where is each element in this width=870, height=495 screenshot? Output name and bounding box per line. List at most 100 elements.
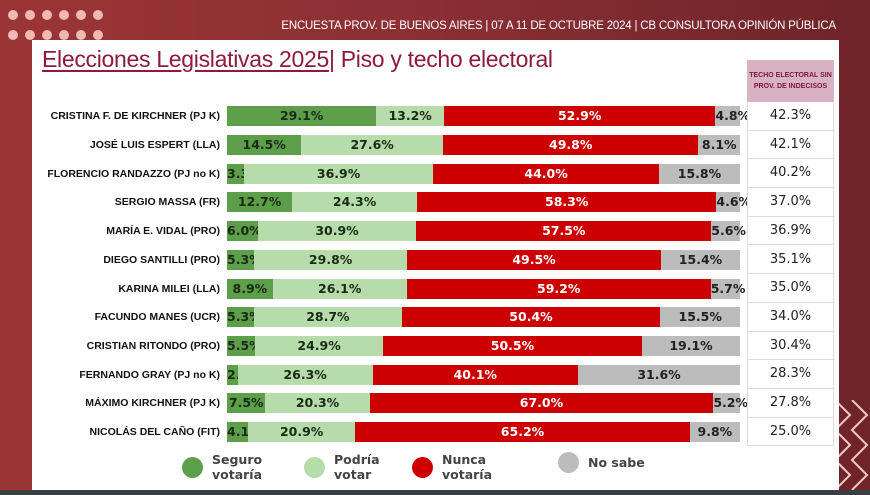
bar-segment-nunca-votaria: 49.5%	[407, 249, 661, 270]
techo-value-cell: 25.0%	[747, 417, 834, 447]
bar-segment-seguro-votaria: 12.7%	[227, 192, 293, 213]
legend-label: Nunca votaría	[442, 452, 493, 482]
bar-segment-nunca-votaria: 58.3%	[417, 192, 717, 213]
survey-subtitle: ENCUESTA PROV. DE BUENOS AIRES | 07 A 11…	[281, 20, 836, 32]
techo-value-cell: 35.1%	[747, 245, 834, 275]
decorative-dot	[59, 10, 69, 20]
bar-segment-nunca-votaria: 44.0%	[433, 163, 659, 184]
bar-segment-no-sabe: 15.4%	[660, 249, 740, 270]
bar-segment-podria-votar: 26.3%	[237, 364, 373, 385]
bar-segment-no-sabe: 31.6%	[578, 364, 740, 385]
techo-value-cell: 37.0%	[747, 188, 834, 217]
bar-segment-podria-votar: 24.9%	[255, 335, 383, 356]
bar-segment-nunca-votaria: 57.5%	[416, 221, 712, 242]
bar-segment-seguro-votaria: 4.1%	[227, 422, 262, 443]
row-label: NICOLÁS DEL CAÑO (FIT)	[89, 426, 220, 439]
bar-segment-nunca-votaria: 50.5%	[382, 335, 642, 356]
bar-segment-seguro-votaria: 7.5%	[227, 393, 266, 414]
page-title: Elecciones Legislativas 2025| Piso y tec…	[42, 46, 553, 73]
legend-swatch-nunca	[412, 456, 433, 478]
techo-value-cell: 28.3%	[747, 360, 834, 389]
legend-label: Seguro votaría	[212, 452, 263, 482]
row-label: FERNANDO GRAY (PJ no K)	[79, 368, 220, 381]
legend-swatch-podria	[304, 456, 325, 478]
bar-segment-seguro-votaria: 6.0%	[227, 221, 262, 242]
legend-item-nunca: Nunca votaría	[412, 452, 492, 482]
table-header: TECHO ELECTORAL SIN PROV. DE INDECISOS	[747, 60, 834, 102]
chart-legend: Seguro votaría Podría votar Nunca votarí…	[182, 452, 682, 488]
bar-segment-seguro-votaria: 8.9%	[227, 278, 273, 299]
bar-segment-no-sabe: 15.8%	[658, 163, 740, 184]
bar-segment-seguro-votaria: 14.5%	[227, 135, 302, 156]
bar-segment-nunca-votaria: 49.8%	[442, 135, 699, 156]
bar-segment-seguro-votaria: 5.5%	[227, 335, 262, 356]
bar-segment-podria-votar: 26.1%	[272, 278, 407, 299]
bar-segment-podria-votar: 20.3%	[265, 393, 370, 414]
bar-segment-no-sabe: 19.1%	[642, 335, 740, 356]
bar-segment-no-sabe: 9.8%	[689, 422, 740, 443]
legend-item-nosabe: No sabe	[558, 452, 645, 473]
bar-segment-no-sabe: 4.8%	[715, 106, 750, 127]
bar-segment-nunca-votaria: 40.1%	[372, 364, 579, 385]
decorative-dot	[25, 10, 35, 20]
decorative-dot	[8, 10, 18, 20]
bar-segment-no-sabe: 5.2%	[713, 393, 748, 414]
decorative-dot	[93, 30, 103, 40]
techo-value-cell: 35.0%	[747, 274, 834, 303]
legend-label: No sabe	[588, 455, 645, 470]
row-label: DIEGO SANTILLI (PRO)	[103, 253, 220, 266]
bar-segment-nunca-votaria: 59.2%	[406, 278, 711, 299]
bar-segment-podria-votar: 29.8%	[254, 249, 408, 270]
bar-segment-nunca-votaria: 65.2%	[355, 422, 690, 443]
legend-item-podria: Podría votar	[304, 452, 380, 482]
title-main: Elecciones Legislativas 2025	[42, 46, 329, 72]
bar-segment-nunca-votaria: 50.4%	[401, 307, 661, 328]
zigzag-decoration-icon	[833, 400, 869, 490]
bar-segment-seguro-votaria: 2.1%	[227, 364, 262, 385]
bar-segment-no-sabe: 5.7%	[710, 278, 745, 299]
legend-label: Podría votar	[334, 452, 380, 482]
bar-segment-podria-votar: 24.3%	[292, 192, 417, 213]
techo-value-cell: 40.2%	[747, 159, 834, 189]
techo-value-cell: 42.1%	[747, 130, 834, 160]
bar-segment-podria-votar: 36.9%	[243, 163, 434, 184]
row-label: CRISTINA F. DE KIRCHNER (PJ K)	[50, 110, 220, 123]
bar-segment-podria-votar: 20.9%	[248, 422, 356, 443]
row-label: MARÍA E. VIDAL (PRO)	[106, 225, 220, 238]
decorative-dot	[93, 10, 103, 20]
row-label: CRISTIAN RITONDO (PRO)	[86, 339, 220, 352]
row-label: FLORENCIO RANDAZZO (PJ no K)	[47, 167, 220, 180]
bar-segment-podria-votar: 13.2%	[376, 106, 444, 127]
decorative-dot	[42, 30, 52, 40]
bar-segment-seguro-votaria: 29.1%	[227, 106, 377, 127]
techo-value-cell: 34.0%	[747, 302, 834, 332]
bar-segment-no-sabe: 5.6%	[711, 221, 746, 242]
row-label: MÁXIMO KIRCHNER (PJ K)	[85, 397, 220, 410]
row-label: SERGIO MASSA (FR)	[114, 196, 220, 209]
decorative-dot	[59, 30, 69, 40]
legend-swatch-seguro	[182, 456, 203, 478]
bar-segment-podria-votar: 27.6%	[301, 135, 443, 156]
row-label: FACUNDO MANES (UCR)	[94, 311, 220, 324]
bar-segment-podria-votar: 28.7%	[254, 307, 402, 328]
bar-segment-nunca-votaria: 52.9%	[443, 106, 716, 127]
techo-value-cell: 30.4%	[747, 331, 834, 361]
bar-segment-no-sabe: 8.1%	[698, 135, 740, 156]
bar-segment-seguro-votaria: 3.3%	[227, 163, 262, 184]
techo-value-cell: 42.3%	[747, 102, 834, 131]
bar-segment-podria-votar: 30.9%	[257, 221, 417, 242]
decorative-dot	[76, 30, 86, 40]
techo-value-cell: 27.8%	[747, 389, 834, 418]
row-label: KARINA MILEI (LLA)	[118, 282, 220, 295]
title-separator: |	[328, 46, 335, 72]
row-label: JOSÉ LUIS ESPERT (LLA)	[89, 139, 220, 152]
decorative-dot	[8, 30, 18, 40]
legend-item-seguro: Seguro votaría	[182, 452, 262, 482]
decorative-dot	[42, 10, 52, 20]
title-secondary: Piso y techo electoral	[334, 46, 553, 72]
bottom-bar	[0, 490, 870, 495]
bar-segment-seguro-votaria: 5.3%	[227, 249, 262, 270]
decorative-dot	[76, 10, 86, 20]
bar-segment-nunca-votaria: 67.0%	[369, 393, 714, 414]
techo-value-cell: 36.9%	[747, 216, 834, 246]
